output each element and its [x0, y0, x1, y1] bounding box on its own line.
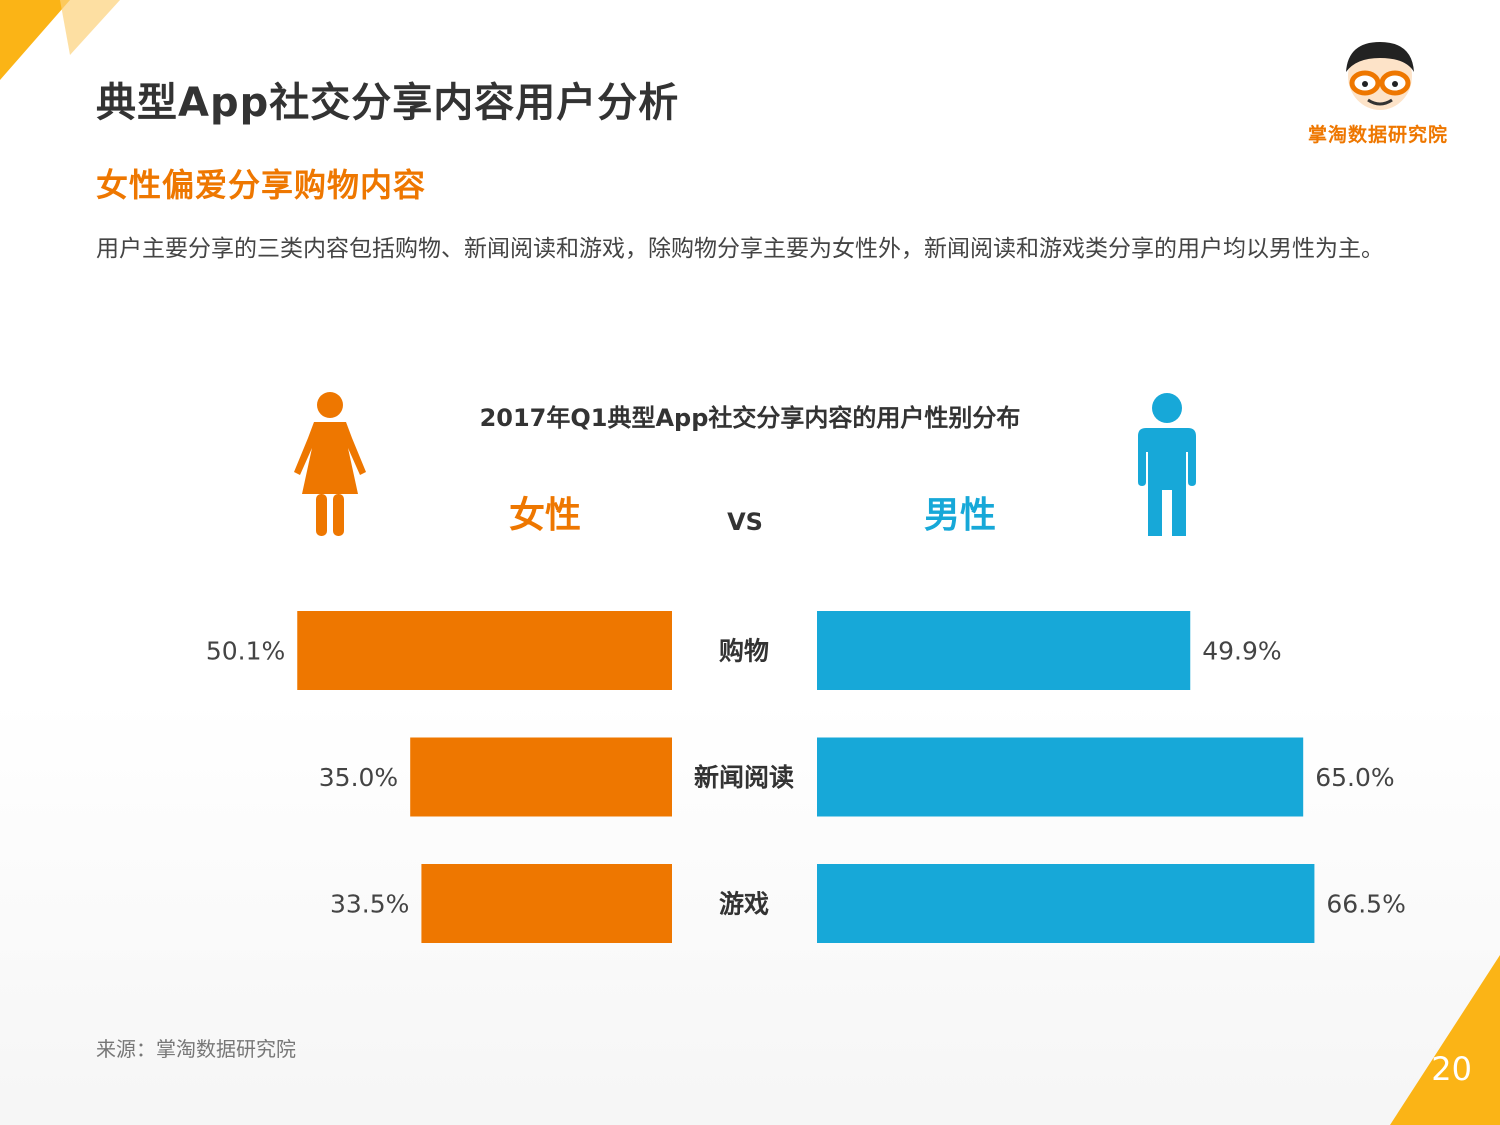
female-bar — [421, 864, 672, 943]
female-bar — [297, 611, 672, 690]
male-figure-icon — [1138, 393, 1196, 536]
female-label: 女性 — [508, 495, 581, 536]
logo-text: 掌淘数据研究院 — [1307, 124, 1448, 146]
source-note: 来源：掌淘数据研究院 — [96, 1037, 296, 1061]
male-label: 男性 — [923, 495, 996, 536]
male-bar — [817, 611, 1191, 690]
category-label: 新闻阅读 — [694, 763, 794, 792]
female-figure-icon — [294, 392, 366, 536]
page-number: 20 — [1431, 1050, 1472, 1088]
male-value-label: 66.5% — [1326, 890, 1405, 919]
description-text: 用户主要分享的三类内容包括购物、新闻阅读和游戏，除购物分享主要为女性外，新闻阅读… — [96, 236, 1384, 262]
category-label: 游戏 — [719, 890, 769, 919]
page-subtitle: 女性偏爱分享购物内容 — [96, 166, 427, 204]
cartoon-face-glasses-icon — [1346, 42, 1414, 110]
chart-title: 2017年Q1典型App社交分享内容的用户性别分布 — [479, 404, 1021, 432]
category-label: 购物 — [719, 637, 769, 666]
corner-decoration-bottom-right — [1390, 955, 1500, 1125]
female-bar — [410, 737, 672, 817]
female-value-label: 33.5% — [330, 890, 409, 919]
page-title: 典型App社交分享内容用户分析 — [96, 80, 680, 126]
male-value-label: 65.0% — [1315, 763, 1394, 792]
vs-label: VS — [727, 508, 763, 536]
female-value-label: 35.0% — [319, 763, 398, 792]
male-bar — [817, 864, 1315, 943]
male-value-label: 49.9% — [1202, 637, 1281, 666]
male-bar — [817, 737, 1304, 817]
female-value-label: 50.1% — [206, 637, 285, 666]
corner-decoration-top-left — [0, 0, 120, 80]
